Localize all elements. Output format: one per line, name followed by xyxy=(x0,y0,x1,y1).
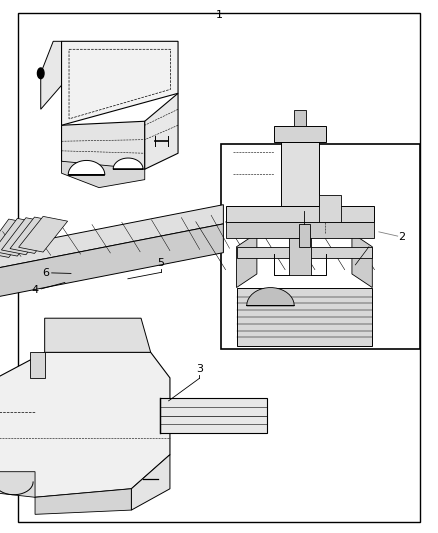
Text: 2: 2 xyxy=(399,232,406,242)
Polygon shape xyxy=(1,217,50,255)
Polygon shape xyxy=(35,489,131,514)
Text: 1: 1 xyxy=(215,10,223,20)
Polygon shape xyxy=(226,206,374,222)
Polygon shape xyxy=(237,247,372,258)
Polygon shape xyxy=(299,224,310,247)
Polygon shape xyxy=(0,219,42,256)
Polygon shape xyxy=(237,233,257,288)
Polygon shape xyxy=(352,233,372,288)
Polygon shape xyxy=(319,195,341,222)
Text: 6: 6 xyxy=(42,268,49,278)
Text: 4: 4 xyxy=(32,285,39,295)
Polygon shape xyxy=(61,42,178,125)
Polygon shape xyxy=(0,224,223,301)
Ellipse shape xyxy=(37,68,44,78)
Polygon shape xyxy=(113,158,143,169)
Bar xyxy=(221,144,420,349)
Text: 3: 3 xyxy=(196,364,203,374)
Polygon shape xyxy=(0,205,223,272)
Polygon shape xyxy=(68,160,105,175)
Polygon shape xyxy=(18,216,67,252)
Polygon shape xyxy=(0,219,33,257)
Polygon shape xyxy=(145,93,178,169)
Polygon shape xyxy=(131,455,170,510)
Polygon shape xyxy=(30,352,45,378)
Polygon shape xyxy=(10,217,59,253)
Polygon shape xyxy=(45,318,151,352)
Polygon shape xyxy=(0,352,170,497)
Polygon shape xyxy=(0,472,35,497)
Polygon shape xyxy=(274,126,326,142)
Polygon shape xyxy=(61,122,145,177)
Polygon shape xyxy=(281,142,319,206)
Polygon shape xyxy=(61,161,145,188)
Polygon shape xyxy=(247,288,294,306)
Polygon shape xyxy=(289,238,311,275)
Polygon shape xyxy=(41,42,61,109)
Bar xyxy=(160,399,267,433)
Polygon shape xyxy=(294,110,306,126)
Polygon shape xyxy=(226,222,374,238)
Text: 5: 5 xyxy=(158,258,165,268)
Polygon shape xyxy=(237,288,372,346)
